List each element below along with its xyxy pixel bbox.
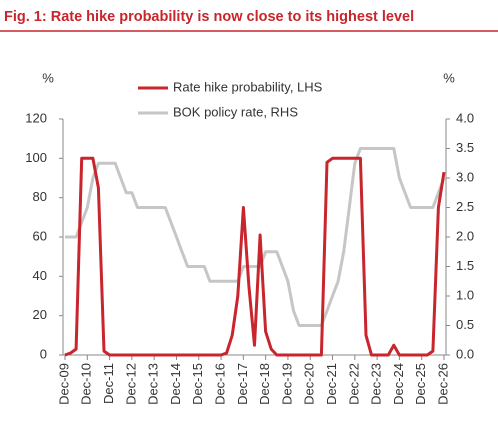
- y2-tick-label: 1.0: [456, 287, 474, 302]
- x-tick-label: Dec-24: [391, 363, 406, 405]
- x-tick-label: Dec-12: [123, 363, 138, 405]
- y-tick-label: 40: [33, 268, 47, 283]
- x-tick-label: Dec-15: [190, 363, 205, 405]
- legend-label: Rate hike probability, LHS: [173, 79, 323, 94]
- y-tick-label: 20: [33, 307, 47, 322]
- x-tick-label: Dec-22: [346, 363, 361, 405]
- x-tick-label: Dec-18: [257, 363, 272, 405]
- series-line: [64, 156, 446, 357]
- x-tick-label: Dec-23: [369, 363, 384, 405]
- y2-tick-label: 3.5: [456, 140, 474, 155]
- x-tick-label: Dec-20: [302, 363, 317, 405]
- y2-tick-label: 1.5: [456, 258, 474, 273]
- y-tick-label: 100: [25, 150, 47, 165]
- x-tick-label: Dec-19: [279, 363, 294, 405]
- y2-unit: %: [443, 70, 455, 85]
- y2-tick-label: 3.0: [456, 169, 474, 184]
- series-line: [65, 147, 446, 327]
- x-tick-label: Dec-11: [101, 363, 116, 404]
- x-tick-label: Dec-26: [435, 363, 450, 405]
- y2-tick-label: 0.0: [456, 346, 474, 361]
- chart-title: Fig. 1: Rate hike probability is now clo…: [4, 9, 414, 25]
- y-tick-label: 80: [33, 189, 47, 204]
- x-tick-label: Dec-13: [146, 363, 161, 405]
- x-tick-label: Dec-21: [324, 363, 339, 405]
- y-tick-label: 60: [33, 228, 47, 243]
- y2-tick-label: 4.0: [456, 110, 474, 125]
- y2-tick-label: 0.5: [456, 317, 474, 332]
- x-tick-label: Dec-17: [235, 363, 250, 405]
- x-tick-label: Dec-16: [212, 363, 227, 405]
- legend-label: BOK policy rate, RHS: [173, 104, 298, 119]
- y2-tick-label: 2.5: [456, 199, 474, 214]
- x-tick-label: Dec-14: [168, 363, 183, 405]
- y2-tick-label: 2.0: [456, 228, 474, 243]
- y-tick-label: 0: [40, 346, 47, 361]
- x-tick-label: Dec-10: [79, 363, 94, 405]
- y-unit: %: [42, 70, 54, 85]
- x-tick-label: Dec-09: [56, 363, 71, 405]
- y-tick-label: 120: [25, 110, 47, 125]
- x-tick-label: Dec-25: [413, 363, 428, 405]
